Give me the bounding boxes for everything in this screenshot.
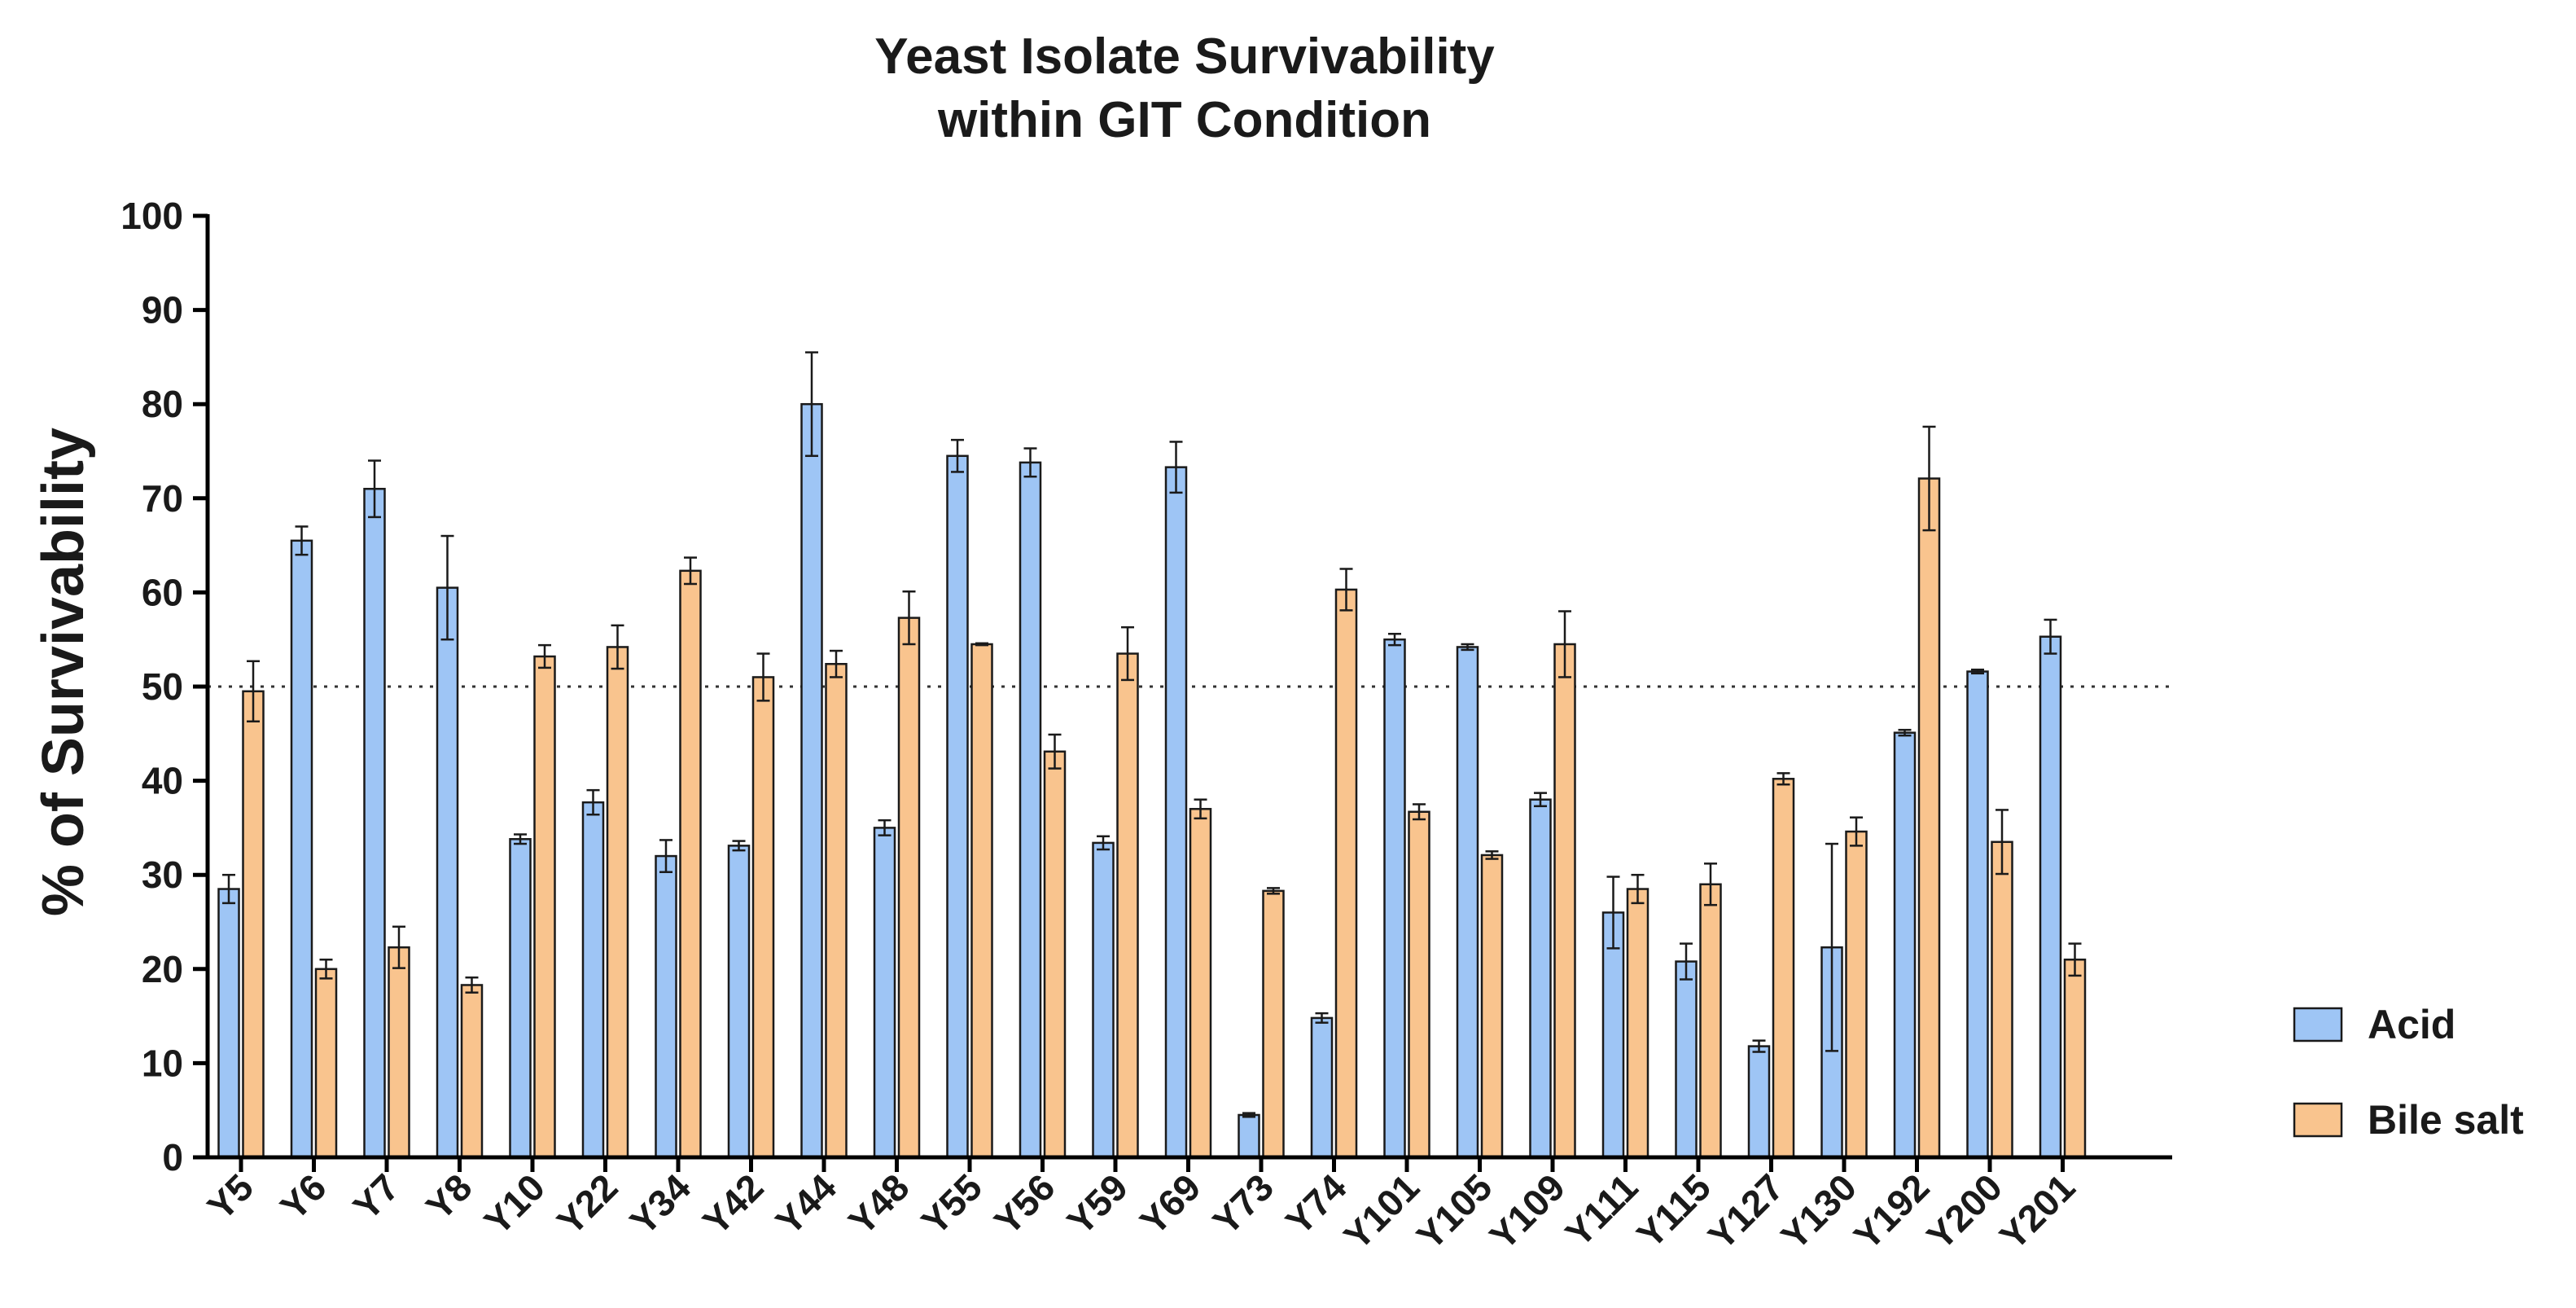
chart-title-line-2: within GIT Condition bbox=[937, 92, 1431, 148]
legend: Acid Bile salt bbox=[2293, 1002, 2524, 1143]
bar-acid bbox=[800, 402, 823, 1159]
x-tick-label: Y105 bbox=[1408, 1165, 1500, 1258]
bar-acid bbox=[290, 539, 313, 1159]
bar-acid bbox=[2039, 635, 2062, 1159]
bar-acid bbox=[1238, 1113, 1260, 1159]
bar-acid bbox=[946, 454, 969, 1159]
x-tick-label: Y34 bbox=[621, 1165, 699, 1243]
bar-bile-salt bbox=[1262, 889, 1285, 1159]
x-tick-label: Y8 bbox=[418, 1165, 480, 1228]
bar-acid bbox=[1529, 798, 1552, 1159]
y-tick-label: 30 bbox=[142, 854, 183, 896]
x-tick-label: Y109 bbox=[1481, 1165, 1573, 1258]
y-tick-label: 10 bbox=[142, 1042, 183, 1084]
chart-title: Yeast Isolate Survivability within GIT C… bbox=[874, 29, 1495, 148]
x-tick-label: Y55 bbox=[913, 1165, 990, 1243]
x-tick-label: Y73 bbox=[1204, 1165, 1281, 1243]
bar-acid bbox=[1747, 1045, 1771, 1159]
bar-bile-salt bbox=[751, 676, 775, 1159]
x-tick-label: Y44 bbox=[767, 1165, 844, 1243]
x-tick-label: Y201 bbox=[1991, 1165, 2083, 1258]
x-tick-label: Y69 bbox=[1132, 1165, 1209, 1243]
x-tick-label: Y6 bbox=[272, 1165, 335, 1228]
bar-bile-salt bbox=[314, 968, 338, 1159]
bar-acid bbox=[509, 838, 532, 1159]
bar-acid bbox=[1164, 466, 1188, 1159]
bar-acid bbox=[1092, 841, 1115, 1159]
bar-bile-salt bbox=[388, 946, 410, 1159]
bar-acid bbox=[1019, 461, 1042, 1159]
x-tick-label: Y192 bbox=[1846, 1165, 1938, 1258]
bar-bile-salt bbox=[1189, 808, 1212, 1159]
bar-acid bbox=[1601, 911, 1625, 1159]
x-tick-label: Y42 bbox=[694, 1165, 772, 1243]
bar-bile-salt bbox=[606, 646, 629, 1159]
x-tick-label: Y127 bbox=[1700, 1165, 1792, 1258]
bar-bile-salt bbox=[1043, 750, 1067, 1159]
bar-acid bbox=[727, 845, 751, 1159]
y-tick-label: 0 bbox=[162, 1136, 183, 1179]
bar-acid bbox=[1966, 670, 1989, 1159]
bar-bile-salt bbox=[1116, 652, 1139, 1159]
bar-bile-salt bbox=[1408, 810, 1430, 1159]
bar-bile-salt bbox=[1991, 841, 2013, 1159]
bar-bile-salt bbox=[1626, 888, 1649, 1159]
y-axis-label: % of Survivability bbox=[31, 428, 96, 916]
legend-label: Bile salt bbox=[2368, 1097, 2524, 1143]
x-tick-label: Y101 bbox=[1335, 1165, 1427, 1258]
bar-bile-salt bbox=[2063, 958, 2087, 1159]
bar-bile-salt bbox=[1334, 588, 1358, 1159]
y-tick-label: 70 bbox=[142, 477, 183, 520]
y-tick-label: 40 bbox=[142, 760, 183, 802]
y-tick-label: 60 bbox=[142, 571, 183, 613]
x-tick-label: Y111 bbox=[1557, 1165, 1645, 1254]
x-tick-label: Y48 bbox=[840, 1165, 918, 1243]
y-tick-label: 90 bbox=[142, 289, 183, 331]
bar-bile-salt bbox=[1699, 883, 1722, 1159]
x-tick-label: Y115 bbox=[1628, 1165, 1719, 1256]
x-tick-label: Y200 bbox=[1918, 1165, 2010, 1258]
bar-acid bbox=[655, 854, 677, 1159]
bar-bile-salt bbox=[1553, 643, 1576, 1159]
bar-bile-salt bbox=[533, 655, 556, 1159]
legend-swatch bbox=[2293, 1007, 2343, 1042]
bar-acid bbox=[581, 801, 605, 1159]
x-tick-label: Y56 bbox=[986, 1165, 1063, 1243]
bar-acid bbox=[217, 888, 240, 1159]
bar-acid bbox=[1893, 731, 1917, 1159]
x-tick-label: Y10 bbox=[475, 1165, 553, 1243]
legend-swatch bbox=[2293, 1102, 2343, 1138]
bar-acid bbox=[1456, 646, 1479, 1159]
y-tick-label: 100 bbox=[120, 195, 183, 237]
bar-bile-salt bbox=[460, 984, 484, 1159]
x-tick-label: Y130 bbox=[1772, 1165, 1864, 1258]
bar-acid bbox=[1383, 638, 1406, 1159]
chart-title-line-1: Yeast Isolate Survivability bbox=[874, 29, 1495, 85]
bar-bile-salt bbox=[1845, 830, 1868, 1159]
bar-bile-salt bbox=[1917, 477, 1941, 1159]
bar-bile-salt bbox=[897, 617, 921, 1159]
y-tick-label: 80 bbox=[142, 383, 183, 425]
bar-bile-salt bbox=[970, 643, 993, 1159]
bar-acid bbox=[1675, 960, 1698, 1159]
bar-acid bbox=[363, 487, 386, 1159]
bar-acid bbox=[436, 586, 459, 1159]
y-tick-label: 20 bbox=[142, 948, 183, 990]
bar-bile-salt bbox=[1480, 854, 1504, 1159]
bar-bile-salt bbox=[679, 569, 702, 1159]
legend-label: Acid bbox=[2368, 1002, 2456, 1047]
y-tick-label: 50 bbox=[142, 665, 183, 708]
bar-bile-salt bbox=[1772, 778, 1795, 1159]
bar-acid bbox=[1310, 1016, 1334, 1159]
x-tick-label: Y22 bbox=[549, 1165, 626, 1243]
bar-acid bbox=[873, 827, 896, 1159]
x-tick-label: Y7 bbox=[345, 1165, 408, 1228]
x-tick-label: Y5 bbox=[199, 1165, 262, 1228]
x-tick-label: Y59 bbox=[1058, 1165, 1136, 1243]
bar-bile-salt bbox=[825, 663, 848, 1159]
bar-bile-salt bbox=[242, 690, 265, 1159]
